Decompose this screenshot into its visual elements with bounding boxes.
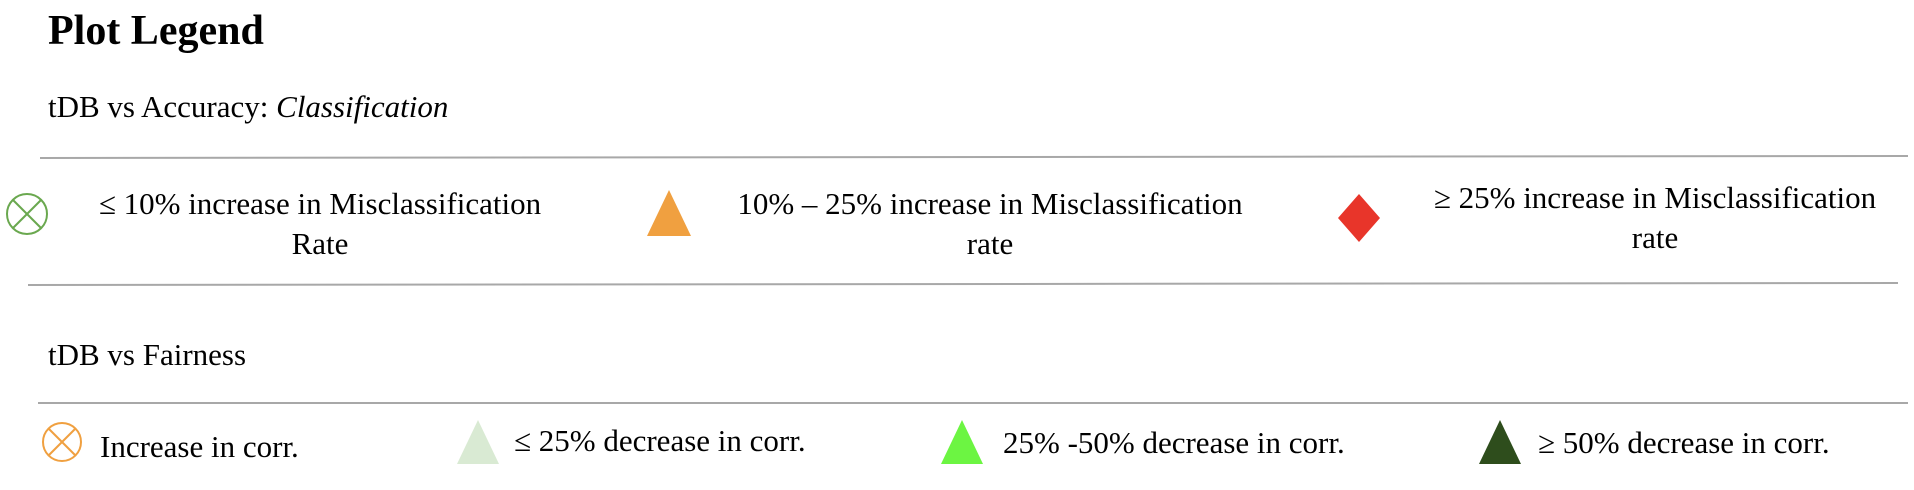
triangle-icon	[457, 420, 499, 464]
fairness-legend-item-2-label: ≤ 25% decrease in corr.	[514, 423, 806, 458]
accuracy-legend-item-2-line1: 10% – 25% increase in Misclassification	[737, 186, 1243, 221]
triangle-icon	[1479, 420, 1521, 464]
accuracy-legend-item-1-label: ≤ 10% increase in Misclassification Rate	[60, 184, 580, 264]
triangle-icon	[647, 190, 691, 236]
accuracy-legend-item-3-line1: ≥ 25% increase in Misclassification	[1433, 180, 1877, 215]
accuracy-legend-item-3-line2: rate	[1631, 220, 1679, 255]
accuracy-label-italic: Classification	[276, 89, 449, 124]
divider	[38, 402, 1908, 404]
divider	[27, 282, 1899, 286]
fairness-legend-item-4-label: ≥ 50% decrease in corr.	[1538, 425, 1830, 460]
accuracy-legend-item-3-label: ≥ 25% increase in Misclassification rate	[1400, 178, 1910, 258]
divider	[39, 155, 1909, 159]
circled-x-icon	[42, 422, 82, 462]
accuracy-legend-item-1-line2: Rate	[291, 226, 349, 261]
accuracy-legend-item-1-line1: ≤ 10% increase in Misclassification	[98, 186, 542, 221]
fairness-legend-item-3-label: 25% -50% decrease in corr.	[1003, 425, 1345, 460]
fairness-section-label: tDB vs Fairness	[48, 337, 247, 372]
accuracy-label-prefix: tDB vs Accuracy:	[48, 89, 277, 124]
triangle-icon	[941, 420, 983, 464]
accuracy-legend-item-2-line2: rate	[966, 226, 1014, 261]
fairness-legend-item-1-label: Increase in corr.	[100, 429, 299, 464]
diamond-icon	[1338, 194, 1380, 242]
accuracy-section-label: tDB vs Accuracy: Classification	[48, 88, 448, 126]
accuracy-legend-item-2-label: 10% – 25% increase in Misclassification …	[710, 184, 1270, 264]
circled-x-icon	[6, 193, 48, 235]
page-title: Plot Legend	[48, 8, 264, 54]
